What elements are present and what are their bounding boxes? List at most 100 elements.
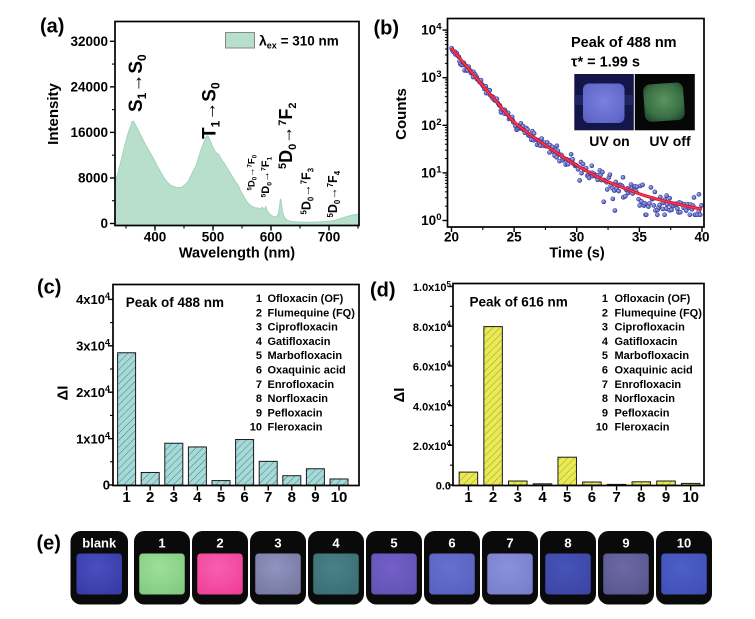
svg-text:(c): (c) [37, 277, 61, 299]
svg-text:1.0x105: 1.0x105 [413, 280, 452, 294]
svg-text:3: 3 [274, 536, 281, 551]
svg-text:Peak of 616 nm: Peak of 616 nm [470, 295, 568, 310]
svg-text:5: 5 [390, 536, 397, 551]
svg-text:4: 4 [538, 489, 547, 506]
svg-text:5D0→7F1: 5D0→7F1 [260, 156, 273, 197]
svg-text:10: 10 [677, 536, 691, 551]
svg-text:7: 7 [264, 489, 272, 506]
svg-text:3x104: 3x104 [76, 338, 110, 354]
svg-text:Peak of 488 nm: Peak of 488 nm [126, 295, 224, 310]
svg-text:(b): (b) [374, 18, 400, 40]
svg-text:6: 6 [256, 365, 262, 377]
svg-text:700: 700 [318, 230, 341, 245]
svg-text:1: 1 [602, 293, 608, 305]
svg-text:1: 1 [158, 536, 165, 551]
svg-text:4: 4 [193, 489, 202, 506]
svg-text:5D0→7F3: 5D0→7F3 [300, 167, 316, 214]
svg-text:8000: 8000 [78, 171, 108, 186]
svg-text:ΔI: ΔI [55, 386, 72, 401]
svg-text:600: 600 [260, 230, 283, 245]
svg-text:Gatifloxacin: Gatifloxacin [615, 336, 678, 348]
svg-text:(d): (d) [370, 280, 396, 302]
svg-text:24000: 24000 [70, 80, 108, 95]
svg-text:7: 7 [506, 536, 513, 551]
svg-text:9: 9 [256, 407, 262, 419]
svg-text:9: 9 [311, 489, 319, 506]
svg-text:10: 10 [596, 422, 608, 434]
svg-text:Oxaquinic acid: Oxaquinic acid [615, 365, 693, 377]
svg-text:Ofloxacin (OF): Ofloxacin (OF) [615, 293, 691, 305]
svg-text:8: 8 [602, 393, 608, 405]
svg-text:8: 8 [288, 489, 296, 506]
svg-text:40: 40 [694, 230, 709, 245]
svg-text:32000: 32000 [70, 34, 108, 49]
svg-text:4: 4 [602, 336, 609, 348]
svg-text:7: 7 [612, 489, 620, 506]
svg-text:6: 6 [588, 489, 596, 506]
svg-text:30: 30 [569, 230, 584, 245]
svg-text:Fleroxacin: Fleroxacin [268, 422, 323, 434]
svg-text:5: 5 [602, 350, 608, 362]
svg-text:T1→S0: T1→S0 [200, 82, 223, 139]
svg-text:8: 8 [564, 536, 571, 551]
svg-text:10: 10 [250, 422, 262, 434]
svg-text:25: 25 [507, 230, 523, 245]
svg-text:6: 6 [240, 489, 248, 506]
svg-text:Counts: Counts [393, 88, 410, 140]
svg-text:20: 20 [444, 230, 459, 245]
svg-text:6: 6 [602, 365, 608, 377]
svg-text:4.0x104: 4.0x104 [413, 399, 452, 413]
svg-text:5: 5 [217, 489, 225, 506]
svg-text:λex = 310 nm: λex = 310 nm [259, 33, 339, 51]
svg-text:Ciprofloxacin: Ciprofloxacin [615, 322, 686, 334]
svg-text:2: 2 [146, 489, 154, 506]
svg-text:S1→S0: S1→S0 [126, 54, 149, 112]
svg-text:blank: blank [82, 536, 117, 551]
svg-text:ΔI: ΔI [391, 388, 408, 403]
svg-text:8: 8 [256, 393, 262, 405]
svg-text:Enrofloxacin: Enrofloxacin [268, 379, 335, 391]
svg-text:(e): (e) [37, 533, 61, 555]
svg-text:2: 2 [216, 536, 223, 551]
svg-text:8: 8 [637, 489, 645, 506]
svg-text:8.0x104: 8.0x104 [413, 320, 452, 334]
svg-text:10: 10 [331, 489, 348, 506]
svg-text:1: 1 [256, 293, 262, 305]
svg-text:3: 3 [514, 489, 522, 506]
svg-text:2: 2 [489, 489, 497, 506]
svg-text:4x104: 4x104 [76, 291, 110, 307]
svg-text:Enrofloxacin: Enrofloxacin [615, 379, 682, 391]
svg-text:2x104: 2x104 [76, 384, 110, 400]
svg-text:3: 3 [256, 322, 262, 334]
svg-text:2: 2 [256, 307, 262, 319]
svg-text:3: 3 [602, 322, 608, 334]
svg-text:Marbofloxacin: Marbofloxacin [615, 350, 690, 362]
svg-text:Flumequine (FQ): Flumequine (FQ) [615, 307, 703, 319]
svg-text:1: 1 [122, 489, 130, 506]
svg-text:4: 4 [256, 336, 263, 348]
svg-text:5: 5 [256, 350, 262, 362]
svg-text:Norfloxacin: Norfloxacin [615, 393, 676, 405]
svg-text:Ofloxacin (OF): Ofloxacin (OF) [268, 293, 344, 305]
svg-text:Fleroxacin: Fleroxacin [615, 422, 670, 434]
svg-text:9: 9 [622, 536, 629, 551]
svg-text:2: 2 [602, 307, 608, 319]
svg-text:5D0→7F2: 5D0→7F2 [276, 103, 299, 170]
svg-text:0.0: 0.0 [436, 481, 451, 493]
svg-text:5: 5 [563, 489, 571, 506]
svg-text:Time (s): Time (s) [549, 246, 605, 262]
svg-text:16000: 16000 [70, 125, 108, 140]
svg-text:2.0x104: 2.0x104 [413, 439, 452, 453]
svg-text:Wavelength (nm): Wavelength (nm) [179, 246, 295, 262]
svg-text:0: 0 [103, 478, 110, 493]
svg-text:0: 0 [100, 216, 108, 231]
svg-text:7: 7 [256, 379, 262, 391]
svg-text:Norfloxacin: Norfloxacin [268, 393, 329, 405]
svg-text:1: 1 [464, 489, 472, 506]
svg-text:Oxaquinic acid: Oxaquinic acid [268, 365, 346, 377]
svg-text:Peak of 488 nm: Peak of 488 nm [571, 35, 677, 51]
svg-text:6.0x104: 6.0x104 [413, 359, 452, 373]
svg-text:Pefloxacin: Pefloxacin [268, 407, 323, 419]
svg-text:400: 400 [144, 230, 167, 245]
svg-text:9: 9 [602, 407, 608, 419]
